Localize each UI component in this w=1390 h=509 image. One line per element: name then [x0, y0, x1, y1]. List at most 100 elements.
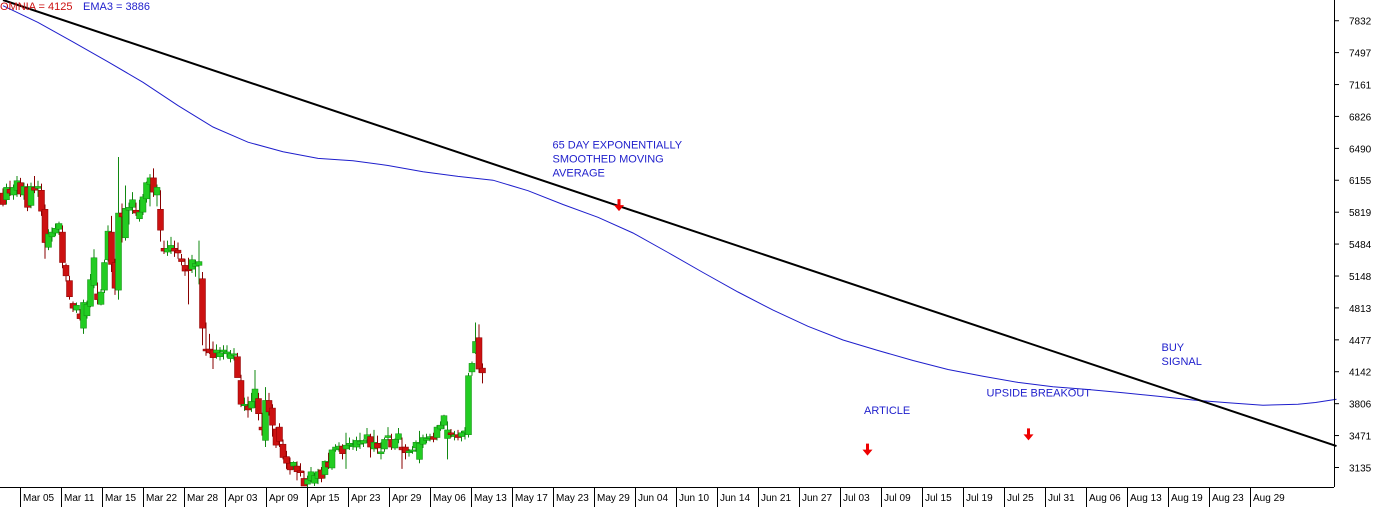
candle-body [62, 265, 70, 277]
candle-body [377, 451, 385, 454]
x-tick-label: Apr 23 [351, 493, 381, 504]
candle-body [129, 199, 136, 208]
candle-body [220, 349, 227, 353]
candle-body [237, 380, 245, 405]
candle-body [465, 375, 472, 435]
candle-body [262, 400, 269, 441]
candle-body [108, 231, 115, 265]
red-arrow [1023, 428, 1034, 441]
y-tick-label: 5484 [1349, 240, 1372, 251]
annotation-text: SIGNAL [1162, 356, 1202, 368]
x-tick-label: Mar 05 [23, 493, 55, 504]
candle-body [213, 349, 220, 354]
candle-body [290, 462, 297, 467]
x-tick-label: Jul 03 [843, 493, 870, 504]
x-tick-label: Mar 22 [146, 493, 178, 504]
x-tick-label: May 17 [515, 493, 548, 504]
candle-body [360, 440, 367, 444]
trendline-layer [2, 0, 1337, 448]
candle-body [87, 279, 94, 307]
candle-body [279, 443, 287, 458]
candle-body [136, 211, 143, 220]
candle-body [153, 187, 161, 196]
y-tick-label: 5819 [1349, 208, 1372, 219]
candle-body [342, 444, 350, 450]
candle-body [122, 208, 129, 239]
candle-body [433, 426, 441, 438]
annotation-text: BUY [1162, 342, 1185, 354]
candle-body [391, 439, 399, 449]
x-tick-label: Mar 15 [105, 493, 137, 504]
candle-body [230, 353, 238, 356]
candle-body [423, 438, 430, 441]
red-arrow [862, 443, 873, 456]
x-tick-label: Aug 06 [1089, 493, 1121, 504]
candle-body [55, 223, 63, 230]
y-tick-label: 4477 [1349, 336, 1372, 347]
candle-body [440, 415, 448, 426]
x-tick-label: Jul 19 [966, 493, 993, 504]
y-tick-label: 7497 [1349, 49, 1372, 60]
candle-body [283, 456, 290, 464]
candle-body [241, 403, 248, 406]
x-tick-label: Mar 11 [64, 493, 95, 504]
x-tick-label: Jun 04 [638, 493, 668, 504]
candle-body [216, 352, 224, 357]
y-tick-label: 4813 [1349, 304, 1372, 315]
candle-body [248, 401, 255, 409]
red-arrow [614, 199, 624, 212]
x-tick-label: Apr 15 [310, 493, 340, 504]
candle-body [234, 356, 241, 378]
candle-body [34, 186, 42, 189]
candle-body [255, 398, 262, 415]
candle-body [27, 186, 35, 206]
candle-body [374, 442, 381, 449]
y-tick-label: 4142 [1349, 368, 1372, 379]
annotations-layer: 65 DAY EXPONENTIALLY SMOOTHED MOVING AVERA… [553, 139, 1202, 416]
candle-body [195, 261, 203, 266]
x-tick-label: Aug 19 [1171, 493, 1203, 504]
y-tick-label: 3471 [1349, 432, 1372, 443]
candle-body [125, 207, 133, 211]
candle-body [97, 291, 105, 305]
x-tick-label: Jun 27 [802, 493, 832, 504]
annotation-text: UPSIDE BREAKOUT [987, 388, 1092, 400]
legend: OMNIA = 4125 EMA3 = 3886 [0, 1, 150, 13]
candle-body [384, 435, 392, 438]
x-tick-label: Jul 09 [884, 493, 911, 504]
candle-body [38, 189, 45, 212]
candle-body [479, 367, 486, 374]
annotation-text: 65 DAY EXPONENTIALLY [553, 139, 683, 151]
x-tick-label: Jun 10 [679, 493, 709, 504]
candle-body [447, 432, 455, 435]
y-tick-label: 7832 [1349, 17, 1372, 28]
arrows-layer [614, 199, 1034, 456]
candle-body [409, 449, 416, 452]
legend-entry: OMNIA = 4125 [0, 1, 72, 13]
candle-body [458, 432, 465, 437]
candle-body [143, 182, 150, 200]
x-tick-label: Aug 13 [1130, 493, 1162, 504]
candle-body [437, 424, 444, 430]
candle-body [468, 363, 476, 373]
y-tick-label: 6155 [1349, 176, 1372, 187]
y-tick-label: 6826 [1349, 112, 1372, 123]
candle-body [66, 280, 73, 298]
x-tick-label: Apr 09 [269, 493, 299, 504]
x-tick-label: Apr 03 [228, 493, 258, 504]
annotation-text: SMOOTHED MOVING [553, 153, 664, 165]
candle-body [416, 442, 423, 460]
x-tick-label: Jul 31 [1048, 493, 1075, 504]
trendline [2, 0, 1337, 448]
candle-body [178, 258, 185, 262]
y-axis: 7832 7497 7161 6826 6490 6155 5819 5484 5148 4813… [1334, 0, 1372, 487]
candle-body [199, 278, 206, 329]
candle-body [381, 439, 388, 450]
x-tick-label: May 13 [474, 493, 507, 504]
x-tick-label: May 23 [556, 493, 589, 504]
candles-layer [0, 156, 486, 488]
y-tick-label: 6490 [1349, 144, 1372, 155]
candle-body [269, 407, 276, 426]
